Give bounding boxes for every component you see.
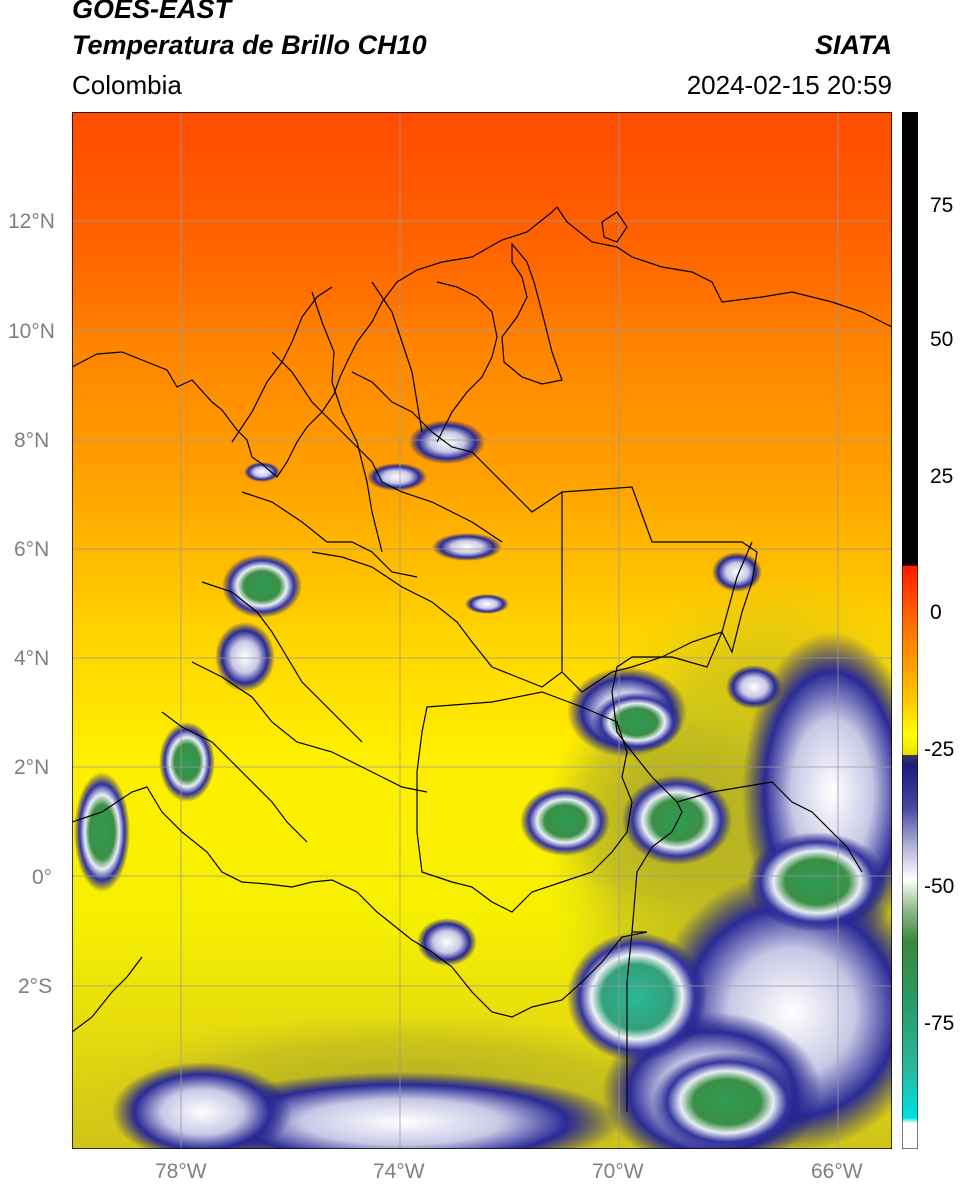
datetime-label: 2024-02-15 20:59: [686, 70, 892, 100]
organization-label: SIATA: [815, 30, 892, 60]
cbar-tick-minus75: -75: [924, 1012, 955, 1035]
warm-ocean-region: [72, 112, 892, 342]
lat-tick-2s: 2°S: [18, 975, 53, 998]
colorbar: [902, 112, 918, 1149]
cbar-tick-50: 50: [930, 328, 954, 351]
lat-tick-8n: 8°N: [14, 429, 50, 452]
title-line2: Temperatura de Brillo CH10: [72, 30, 427, 60]
cbar-tick-75: 75: [930, 194, 954, 217]
brightness-temperature-map[interactable]: [72, 112, 892, 1149]
lon-tick-74w: 74°W: [373, 1160, 425, 1183]
title-line1: GOES-EAST: [72, 0, 232, 24]
lat-tick-10n: 10°N: [8, 320, 55, 343]
lat-tick-12n: 12°N: [8, 210, 55, 233]
lat-tick-2n: 2°N: [14, 756, 50, 779]
lat-tick-6n: 6°N: [14, 538, 50, 561]
lon-tick-70w: 70°W: [592, 1160, 644, 1183]
cold-cloud-areas: [72, 420, 892, 1149]
lat-tick-4n: 4°N: [14, 647, 50, 670]
coastlines-and-borders: [72, 206, 892, 1112]
cbar-tick-0: 0: [930, 601, 942, 624]
region-label: Colombia: [72, 70, 182, 100]
cbar-tick-minus50: -50: [924, 875, 955, 898]
lat-tick-0: 0°: [32, 866, 53, 889]
graticule: [72, 112, 892, 1149]
cbar-tick-minus25: -25: [924, 738, 955, 761]
lon-tick-78w: 78°W: [155, 1160, 207, 1183]
cbar-tick-25: 25: [930, 465, 954, 488]
lon-tick-66w: 66°W: [811, 1160, 863, 1183]
